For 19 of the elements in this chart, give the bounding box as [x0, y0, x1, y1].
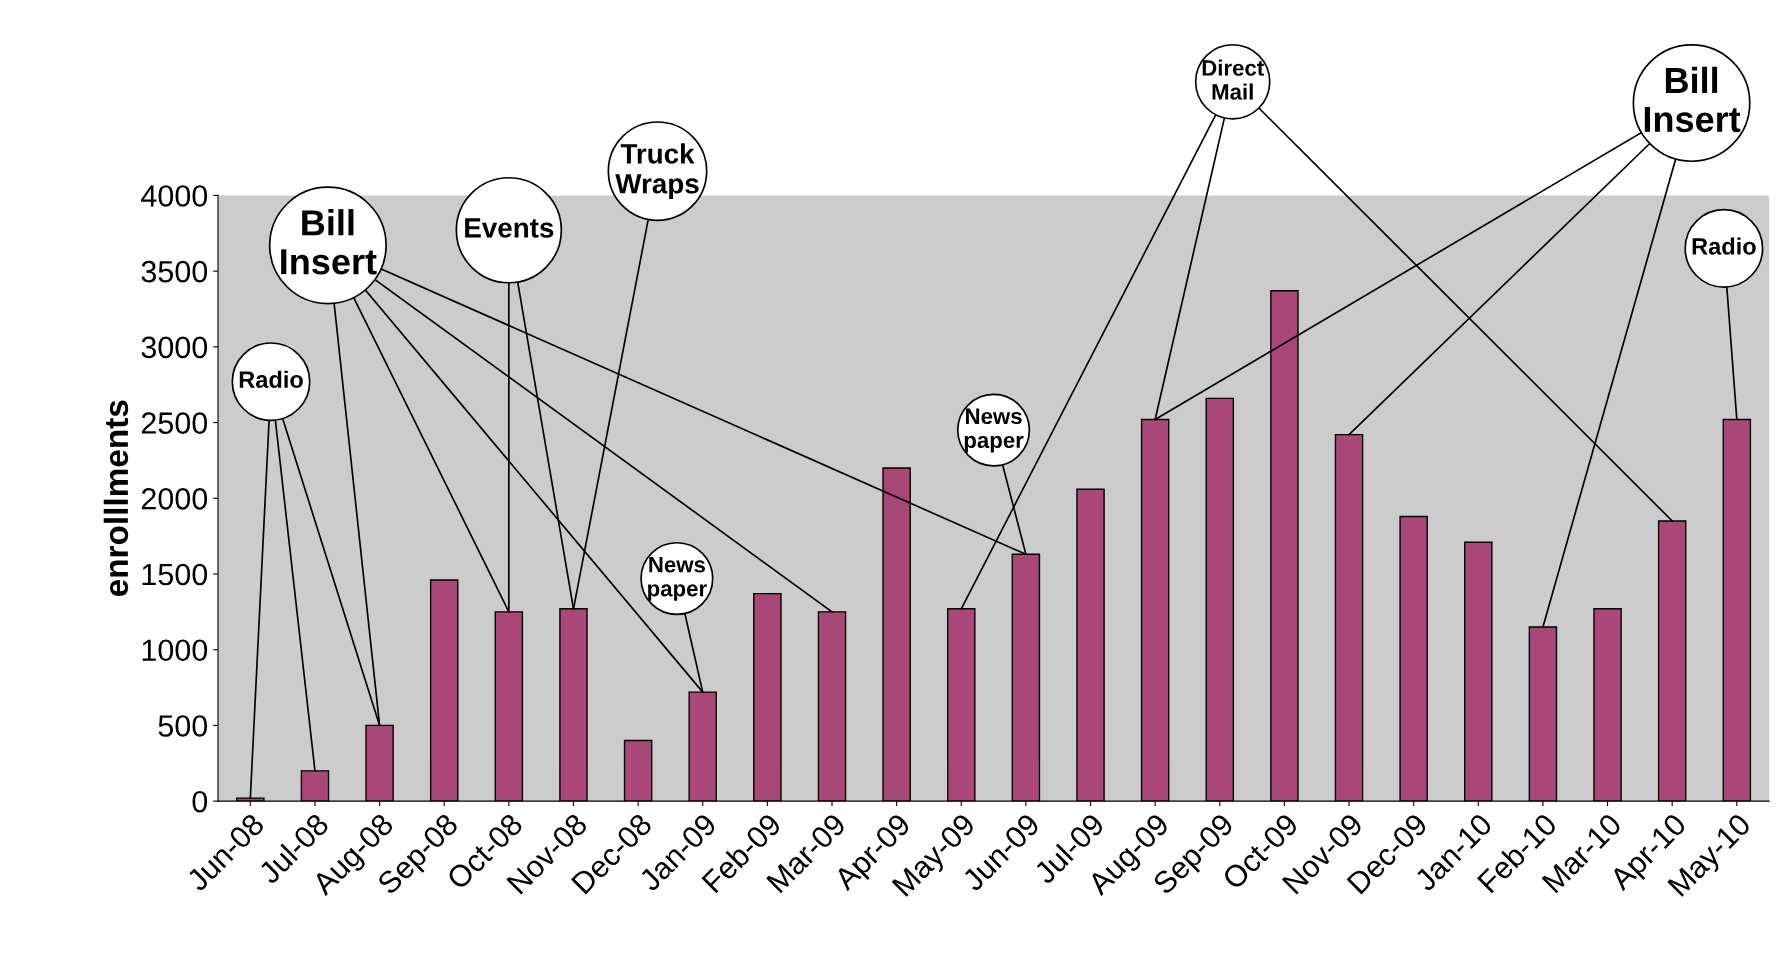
- annotation: News paper: [964, 408, 1024, 453]
- annotation: News paper: [648, 557, 707, 601]
- annotation: Truck Wraps: [615, 143, 699, 200]
- annotation: Events: [465, 218, 554, 238]
- y-tick-label: 500: [158, 715, 208, 737]
- y-tick-label: 4000: [141, 185, 208, 207]
- y-tick-label: 2500: [141, 412, 208, 434]
- y-tick-label: 0: [192, 790, 208, 813]
- y-tick-label: 3000: [141, 336, 208, 359]
- y-tick-label: 1500: [142, 563, 208, 586]
- y-axis-title: enrolllments: [103, 400, 129, 597]
- y-tick-label: 3500: [141, 260, 208, 283]
- y-tick-label: 1000: [142, 639, 208, 662]
- annotation: Radio: [239, 370, 303, 388]
- annotation: Direct Mail: [1202, 59, 1264, 100]
- annotation: Radio: [1692, 237, 1756, 255]
- annotation: Bill Insert: [1644, 66, 1741, 133]
- annotation: Bill Insert: [281, 209, 377, 275]
- y-tick-label: 2000: [141, 488, 208, 510]
